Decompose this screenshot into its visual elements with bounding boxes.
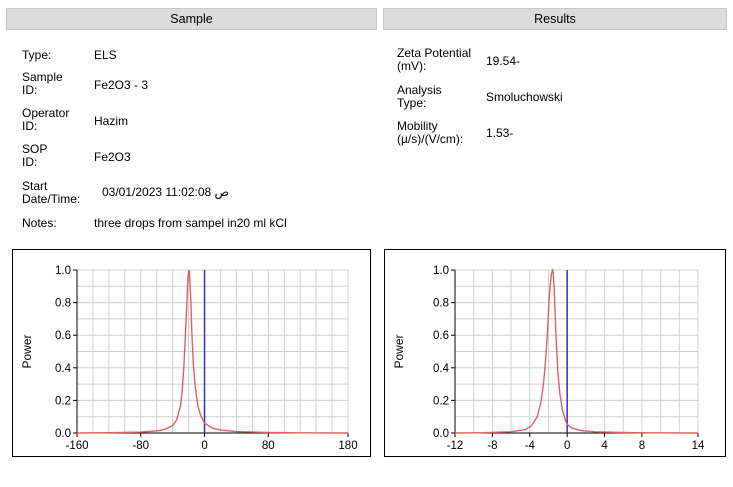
analysis-type-value: Smoluchowski xyxy=(486,90,563,104)
x-tick-label: 4 xyxy=(601,440,608,452)
y-axis-title: Power xyxy=(392,334,406,368)
sample-id-label-line1: Sample xyxy=(22,70,63,84)
mobility-label-line2: (µ/s)/(V/cm): xyxy=(397,132,464,146)
y-tick-label: 0.2 xyxy=(55,395,71,407)
operator-id-value: Hazim xyxy=(94,114,129,128)
x-tick-label: 14 xyxy=(692,440,705,452)
y-tick-label: 0.4 xyxy=(433,363,450,375)
y-tick-label: 1.0 xyxy=(55,265,71,277)
start-datetime-label-line2: Date/Time: xyxy=(22,192,81,206)
zeta-potential-label-line2: (mV): xyxy=(397,59,427,73)
analysis-type-label: Analysis Type: xyxy=(397,84,442,110)
y-tick-label: 0.8 xyxy=(55,298,71,310)
sample-id-value: Fe2O3 - 3 xyxy=(94,78,149,92)
sample-id-label-line2: ID: xyxy=(22,83,38,97)
analysis-type-label-line2: Type: xyxy=(397,96,427,110)
analysis-type-label-line1: Analysis xyxy=(397,83,442,97)
y-tick-label: 0.6 xyxy=(55,330,71,342)
operator-id-label-line2: ID: xyxy=(22,119,38,133)
zeta-potential-chart: 0.00.20.40.60.81.0-160-80080180Zeta Pote… xyxy=(20,265,358,472)
mobility-chart-frame: 0.00.20.40.60.81.0-12-8-404814Mobility (… xyxy=(384,249,726,472)
mobility-label-line1: Mobility xyxy=(397,119,438,133)
x-tick-label: -8 xyxy=(487,440,497,452)
start-datetime-value: 03/01/2023 11:02:08 ص xyxy=(102,185,230,199)
start-datetime-label: Start Date/Time: xyxy=(22,180,80,206)
type-label: Type: xyxy=(22,48,52,62)
mobility-chart: 0.00.20.40.60.81.0-12-8-404814Mobility (… xyxy=(392,265,705,472)
sample-id-label: Sample ID: xyxy=(22,71,63,97)
y-tick-label: 0.4 xyxy=(55,363,72,375)
x-tick-label: 0 xyxy=(564,440,570,452)
mobility-label: Mobility (µ/s)/(V/cm): xyxy=(397,120,463,146)
type-value: ELS xyxy=(94,48,117,62)
distribution-curve xyxy=(76,269,349,434)
distribution-curve xyxy=(454,268,699,434)
sample-section-header: Sample xyxy=(6,8,377,30)
x-tick-label: -12 xyxy=(447,440,464,452)
zeta-potential-value: 19.54- xyxy=(486,54,521,68)
results-section-header: Results xyxy=(383,8,727,30)
start-datetime-label-line1: Start xyxy=(22,179,48,193)
y-tick-label: 0.8 xyxy=(433,298,449,310)
sop-id-label: SOP ID: xyxy=(22,143,47,169)
sop-id-value: Fe2O3 xyxy=(94,150,131,164)
zeta-potential-label-line1: Zeta Potential xyxy=(397,46,472,60)
x-tick-label: -4 xyxy=(525,440,536,452)
sop-id-label-line2: ID: xyxy=(22,155,38,169)
mobility-value: 1.53- xyxy=(486,126,514,140)
y-axis-title: Power xyxy=(20,334,34,368)
zeta-potential-chart-frame: 0.00.20.40.60.81.0-160-80080180Zeta Pote… xyxy=(12,249,371,472)
sop-id-label-line1: SOP xyxy=(22,142,48,156)
x-tick-label: 180 xyxy=(338,440,357,452)
y-tick-label: 0.0 xyxy=(55,428,71,440)
x-tick-label: 0 xyxy=(201,440,207,452)
x-tick-label: 8 xyxy=(639,440,645,452)
y-tick-label: 0.0 xyxy=(433,428,449,440)
x-tick-label: 80 xyxy=(262,440,275,452)
notes-label: Notes: xyxy=(22,216,57,230)
y-tick-label: 1.0 xyxy=(433,265,449,277)
operator-id-label: Operator ID: xyxy=(22,107,69,133)
x-tick-label: -160 xyxy=(65,440,88,452)
operator-id-label-line1: Operator xyxy=(22,106,70,120)
y-tick-label: 0.6 xyxy=(433,330,449,342)
x-tick-label: -80 xyxy=(132,440,149,452)
notes-value: three drops from sampel in20 ml kCl xyxy=(94,216,287,230)
y-tick-label: 0.2 xyxy=(433,395,449,407)
zeta-potential-label: Zeta Potential (mV): xyxy=(397,47,471,73)
